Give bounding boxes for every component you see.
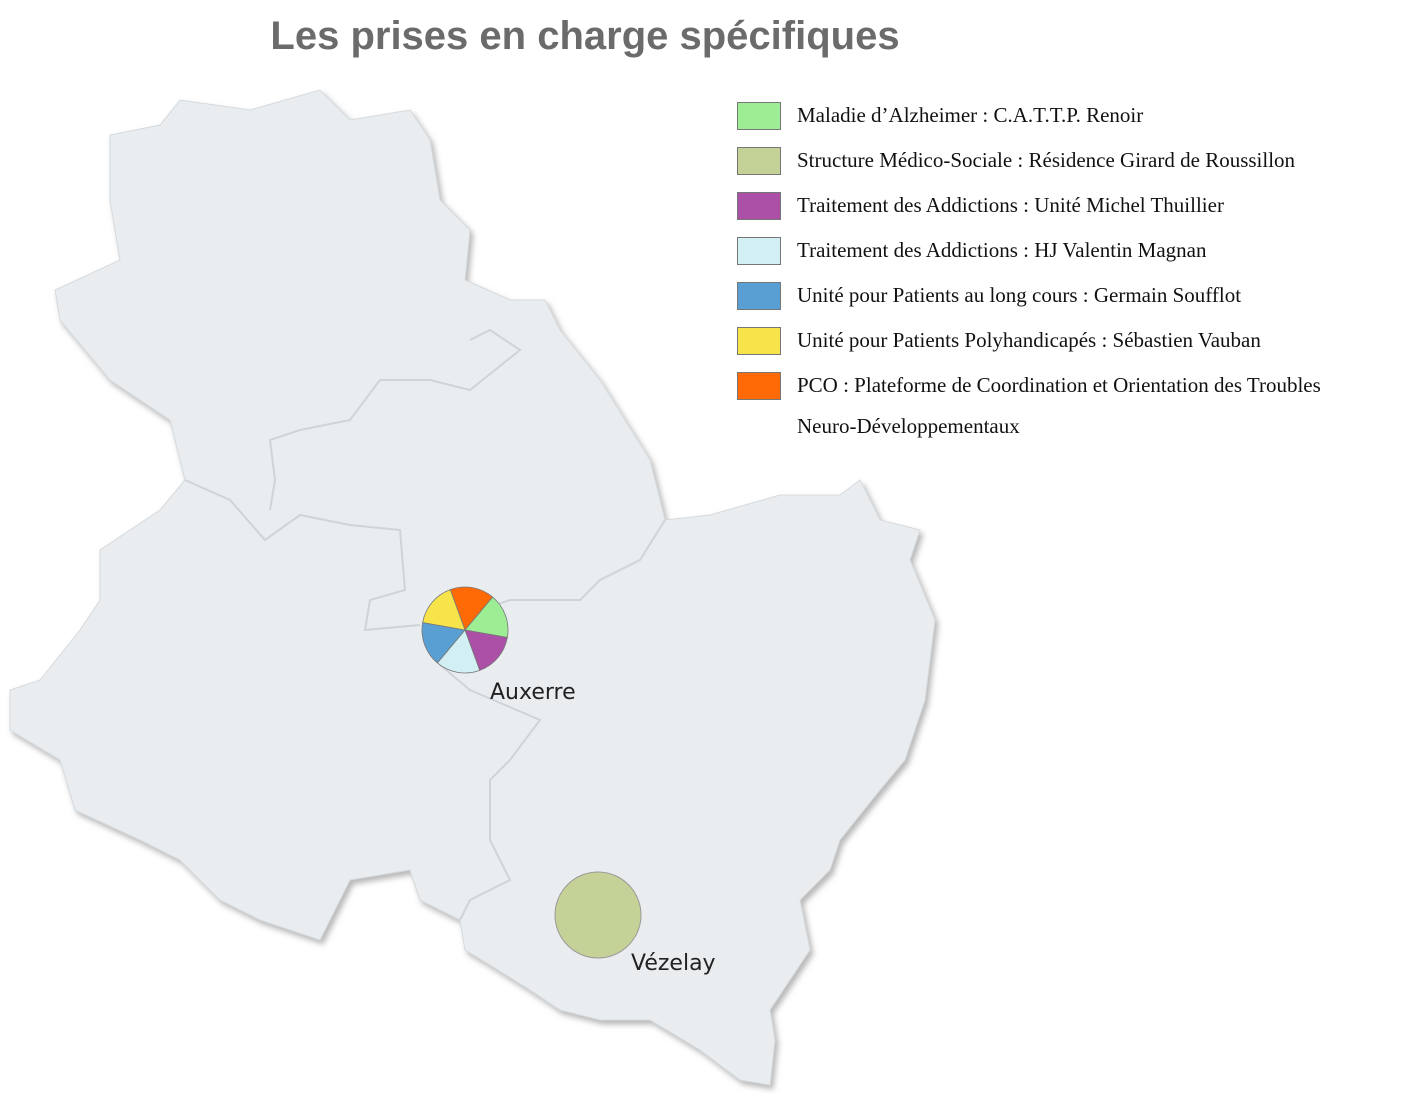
legend-item: Unité pour Patients Polyhandicapés : Séb… bbox=[737, 327, 1397, 361]
pie-slice bbox=[464, 629, 508, 671]
pie-slice bbox=[436, 629, 481, 674]
legend-item: Maladie d’Alzheimer : C.A.T.T.P. Renoir bbox=[737, 102, 1397, 136]
legend-item: PCO : Plateforme de Coordination et Orie… bbox=[737, 372, 1397, 447]
legend-label: Traitement des Addictions : Unité Michel… bbox=[797, 193, 1224, 217]
border bbox=[479, 519, 666, 611]
legend-swatch bbox=[737, 147, 781, 175]
legend-swatch bbox=[737, 237, 781, 265]
legend-item: Traitement des Addictions : Unité Michel… bbox=[737, 192, 1397, 226]
legend-swatch bbox=[737, 282, 781, 310]
auxerre-pie bbox=[421, 586, 509, 674]
pie-slice bbox=[422, 589, 466, 631]
city-label: Auxerre bbox=[490, 680, 576, 705]
legend-label: PCO : Plateforme de Coordination et Orie… bbox=[797, 373, 1321, 438]
legend-swatch bbox=[737, 102, 781, 130]
legend-item: Unité pour Patients au long cours : Germ… bbox=[737, 282, 1397, 316]
legend-item: Structure Médico-Sociale : Résidence Gir… bbox=[737, 147, 1397, 181]
legend-label: Unité pour Patients au long cours : Germ… bbox=[797, 283, 1242, 307]
legend-item: Traitement des Addictions : HJ Valentin … bbox=[737, 237, 1397, 271]
pie-slice bbox=[449, 586, 494, 631]
pie-slice bbox=[464, 596, 509, 638]
legend-label: Traitement des Addictions : HJ Valentin … bbox=[797, 238, 1207, 262]
pie-slice bbox=[421, 622, 466, 664]
legend-swatch bbox=[737, 192, 781, 220]
internal-borders bbox=[184, 328, 666, 921]
legend-label: Unité pour Patients Polyhandicapés : Séb… bbox=[797, 328, 1261, 352]
city-label: Vézelay bbox=[631, 951, 716, 976]
border bbox=[268, 328, 522, 511]
legend-swatch bbox=[737, 372, 781, 400]
legend-label: Maladie d’Alzheimer : C.A.T.T.P. Renoir bbox=[797, 103, 1144, 127]
vezelay-marker bbox=[554, 871, 642, 959]
border bbox=[184, 479, 421, 632]
border bbox=[439, 664, 542, 921]
legend-label: Structure Médico-Sociale : Résidence Gir… bbox=[797, 148, 1296, 172]
title: Les prises en charge spécifiques bbox=[270, 14, 900, 58]
legend: Maladie d’Alzheimer : C.A.T.T.P. Renoir S… bbox=[737, 102, 1397, 458]
legend-swatch bbox=[737, 327, 781, 355]
